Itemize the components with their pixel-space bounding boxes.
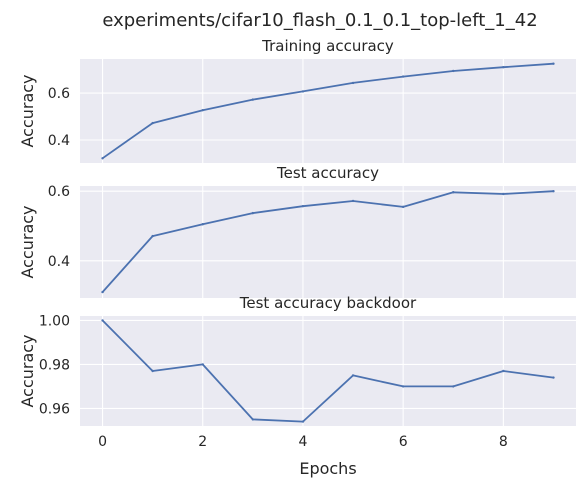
data-point [301,420,305,423]
y-tick-label: 0.4 [48,133,70,149]
data-point [201,363,204,366]
data-point [201,108,204,112]
x-tick-label: 8 [499,434,508,450]
y-tick-label: 0.6 [48,86,70,102]
y-axis-label: Accuracy [18,334,37,407]
plot-area [80,59,576,163]
y-tick-label: 0.6 [48,184,70,200]
data-point [101,290,104,294]
data-point [351,199,355,203]
data-point [502,369,505,373]
panel-title: Training accuracy [261,37,394,55]
data-point [301,90,305,93]
data-point [351,374,355,377]
chart-panel-1: 0.4 0.6 Training accuracy Accuracy [18,37,576,163]
data-point [101,319,104,322]
data-point [452,385,455,388]
y-tick-label: 0.96 [39,401,70,417]
data-point [552,376,555,379]
data-point [151,369,154,373]
y-axis-label: Accuracy [18,74,37,147]
y-axis-label: Accuracy [18,205,37,278]
data-point [251,418,255,421]
y-tick-label: 0.98 [39,357,70,373]
plot-area [80,186,576,298]
data-point [151,121,154,125]
data-point [251,98,255,101]
data-point [502,192,505,196]
data-point [301,204,305,208]
series-line [101,319,554,423]
data-point [251,211,255,215]
data-point [502,66,505,69]
data-point [151,234,154,238]
data-point [201,223,204,226]
series-line [101,62,554,160]
data-point [452,69,455,73]
x-axis-label: Epochs [299,459,356,478]
data-point [101,157,104,160]
x-tick-label: 2 [198,434,207,450]
data-point [552,190,555,193]
data-point [401,205,405,209]
x-tick-label: 0 [98,434,107,450]
data-point [351,81,355,85]
chart-panel-3: 0 2 4 6 8 0.96 0.98 1.00 Test accuracy backdoor A… [18,294,576,478]
y-tick-label: 0.4 [48,254,70,270]
plot-area [80,316,576,426]
panel-title: Test accuracy backdoor [239,294,417,312]
series-line [101,190,554,293]
data-point [401,75,405,78]
chart-panel-2: 0.4 0.6 Test accuracy Accuracy [18,164,576,298]
data-point [401,385,405,388]
x-tick-label: 4 [298,434,307,450]
figure-suptitle: experiments/cifar10_flash_0.1_0.1_top-le… [102,10,537,31]
data-point [452,191,455,194]
data-point [552,62,555,65]
panel-title: Test accuracy [276,164,379,182]
y-tick-label: 1.00 [39,313,70,329]
x-tick-label: 6 [399,434,408,450]
